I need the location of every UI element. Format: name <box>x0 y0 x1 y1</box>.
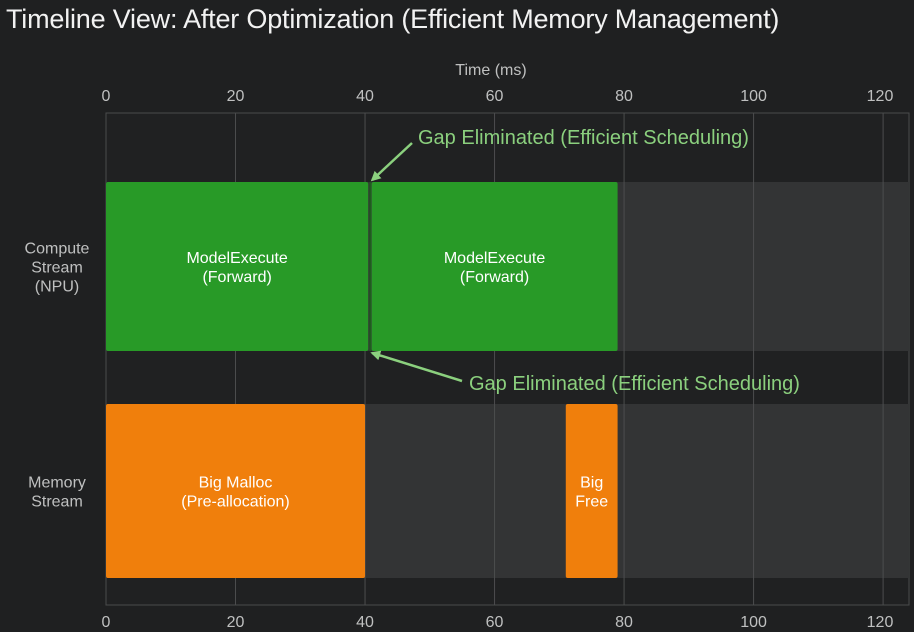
lane-label-memory-line-1: Memory <box>28 475 86 492</box>
lane-label-compute-line-2: Stream <box>31 260 83 277</box>
x-tick-label-top-120: 120 <box>867 88 894 105</box>
x-tick-label-bottom-40: 40 <box>356 614 374 631</box>
lane-label-compute-line-1: Compute <box>25 241 90 258</box>
x-tick-label-top-40: 40 <box>356 88 374 105</box>
annotation-text-1: Gap Eliminated (Efficient Scheduling) <box>418 127 749 149</box>
task-label-4-line-2: Free <box>575 494 608 511</box>
lane-label-compute-line-3: (NPU) <box>35 279 79 296</box>
x-tick-label-top-100: 100 <box>740 88 767 105</box>
lane-labels: Compute Stream (NPU) Memory Stream <box>25 241 90 511</box>
annotations: Gap Eliminated (Efficient Scheduling) Gap… <box>370 127 800 395</box>
task-bars: ModelExecute (Forward) ModelExecute (Forwar… <box>106 182 618 578</box>
x-axis-label: Time (ms) <box>455 62 526 79</box>
page-title: Timeline View: After Optimization (Effic… <box>6 4 780 34</box>
task-bar-4 <box>565 404 618 578</box>
x-tick-label-bottom-120: 120 <box>867 614 894 631</box>
lane-label-memory-line-2: Stream <box>31 494 83 511</box>
x-tick-label-top-20: 20 <box>227 88 245 105</box>
annotation-arrow-1 <box>370 142 413 182</box>
task-bar-2 <box>371 182 618 351</box>
task-label-3-line-2: (Pre-allocation) <box>181 494 289 511</box>
x-tick-label-bottom-80: 80 <box>615 614 633 631</box>
x-tick-label-bottom-60: 60 <box>486 614 504 631</box>
task-label-1-line-2: (Forward) <box>202 269 271 286</box>
task-label-4-line-1: Big <box>580 475 603 492</box>
annotation-text-2: Gap Eliminated (Efficient Scheduling) <box>469 373 800 395</box>
x-tick-label-bottom-0: 0 <box>102 614 111 631</box>
task-label-3-line-1: Big Malloc <box>199 475 273 492</box>
x-tick-label-bottom-100: 100 <box>740 614 767 631</box>
annotation-arrow-2 <box>370 350 463 383</box>
axis-ticks: 0 0 20 20 40 40 60 60 80 80 100 100 120 120 <box>102 88 894 631</box>
task-label-2-line-1: ModelExecute <box>444 250 545 267</box>
x-tick-label-top-80: 80 <box>615 88 633 105</box>
x-tick-label-bottom-20: 20 <box>227 614 245 631</box>
task-label-2-line-2: (Forward) <box>460 269 529 286</box>
x-tick-label-top-60: 60 <box>486 88 504 105</box>
task-label-1-line-1: ModelExecute <box>186 250 287 267</box>
x-tick-label-top-0: 0 <box>102 88 111 105</box>
task-bar-1 <box>106 182 369 351</box>
task-bar-3 <box>106 404 366 578</box>
